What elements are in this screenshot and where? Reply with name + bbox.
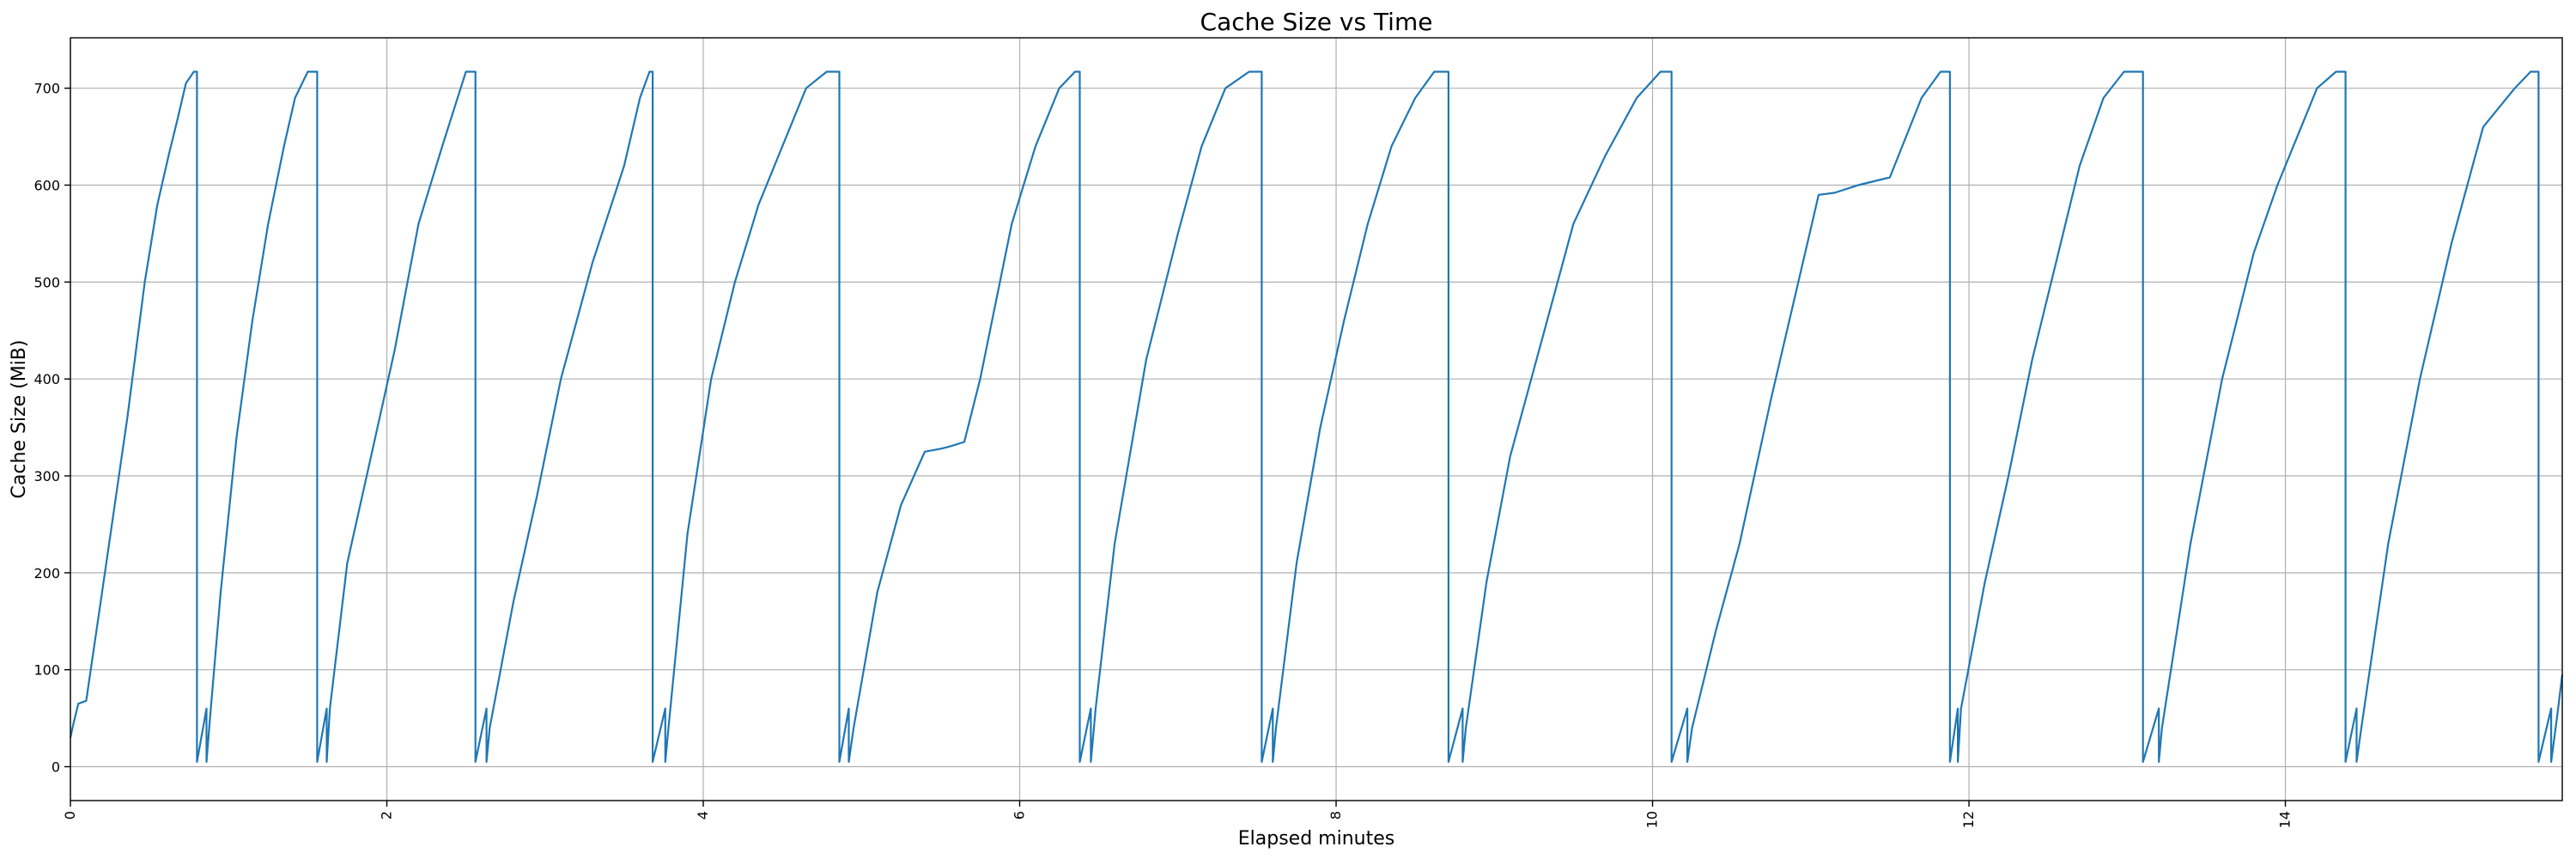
y-tick-label: 700 [33, 81, 60, 97]
x-tick-label: 6 [1012, 811, 1028, 819]
y-tick-label: 0 [52, 759, 60, 776]
x-tick-label: 10 [1644, 811, 1661, 828]
y-tick-label: 600 [33, 178, 60, 194]
grid-layer [70, 38, 2562, 801]
y-tick-label: 500 [33, 274, 60, 290]
x-tick-label: 4 [695, 811, 711, 819]
y-tick-label: 400 [33, 371, 60, 387]
tick-layer: 0 2 4 6 8 10 12 14 0 100 200 300 400 500 600 700 [33, 81, 2293, 829]
x-tick-label: 2 [379, 811, 395, 819]
plot-frame [70, 37, 2563, 801]
y-tick-label: 200 [33, 565, 60, 582]
line-layer [69, 70, 2564, 764]
y-tick-label: 100 [33, 662, 60, 679]
x-tick-label: 8 [1327, 811, 1344, 819]
y-axis-label: Cache Size (MiB) [9, 340, 30, 499]
y-tick-label: 300 [33, 468, 60, 484]
series-line [69, 70, 2564, 764]
chart-title: Cache Size vs Time [1200, 8, 1433, 36]
x-tick-label: 14 [2277, 811, 2293, 828]
x-axis-label: Elapsed minutes [1238, 828, 1394, 850]
x-tick-label: 0 [62, 811, 78, 819]
x-tick-label: 12 [1960, 811, 1977, 828]
